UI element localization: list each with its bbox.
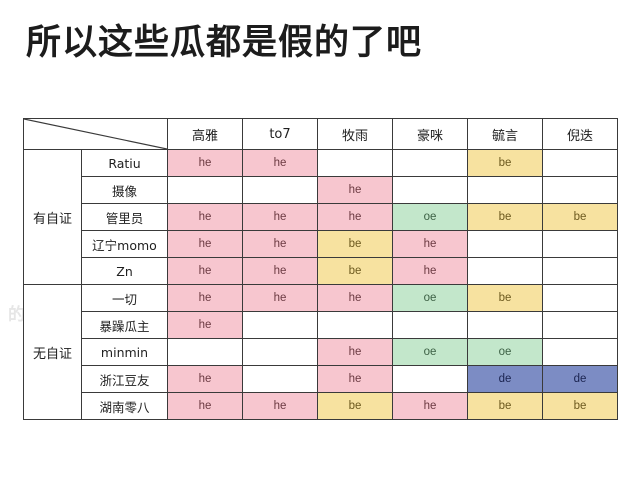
data-cell: he (167, 311, 243, 339)
data-cell (542, 149, 618, 177)
data-cell: be (467, 392, 543, 420)
row-label: Zn (81, 257, 168, 285)
data-cell: be (317, 392, 393, 420)
table-row: Zn he he be he (24, 257, 618, 285)
table-body: 有自证 Ratiu he he be 摄像 he 管里员 he he he oe be be 辽宁momo h… (23, 149, 618, 420)
data-cell: he (317, 176, 393, 204)
data-cell: he (392, 257, 468, 285)
column-header-4: 毓言 (467, 118, 543, 150)
column-header-2: 牧雨 (317, 118, 393, 150)
data-cell: be (542, 203, 618, 231)
table-row: 有自证 Ratiu he he be (23, 149, 618, 285)
data-cell (542, 311, 618, 339)
table-header-row: 高雅 to7 牧雨 豪咪 毓言 倪迭 (23, 118, 618, 150)
data-cell (242, 311, 318, 339)
data-cell (317, 311, 393, 339)
data-cell (467, 230, 543, 258)
data-cell (317, 149, 393, 177)
column-header-3: 豪咪 (392, 118, 468, 150)
data-cell: he (317, 365, 393, 393)
row-label: 摄像 (81, 176, 168, 204)
row-group-label-0: 有自证 (23, 149, 82, 285)
data-cell (467, 176, 543, 204)
data-cell: he (167, 365, 243, 393)
data-cell (542, 176, 618, 204)
data-cell: de (467, 365, 543, 393)
data-cell (542, 257, 618, 285)
data-cell: he (242, 257, 318, 285)
column-header-1: to7 (242, 118, 318, 150)
row-label: 湖南零八 (81, 392, 168, 420)
data-cell: he (242, 392, 318, 420)
table-row: 摄像 he (24, 176, 618, 204)
data-cell: he (317, 338, 393, 366)
comparison-table-wrapper: 高雅 to7 牧雨 豪咪 毓言 倪迭 有自证 Ratiu he he be 摄像 he 管里员… (23, 118, 618, 420)
table-row: 浙江豆友 he he de de (24, 365, 618, 393)
data-cell: he (392, 230, 468, 258)
data-cell: be (467, 149, 543, 177)
data-cell: oe (392, 338, 468, 366)
data-cell (167, 176, 243, 204)
table-row: 辽宁momo he he be he (24, 230, 618, 258)
corner-diagonal-header (23, 118, 168, 150)
data-cell: oe (467, 338, 543, 366)
data-cell (542, 284, 618, 312)
data-cell: he (167, 392, 243, 420)
data-cell (467, 311, 543, 339)
data-cell (392, 149, 468, 177)
table-row: 湖南零八 he he be he be be (24, 392, 618, 420)
data-cell: he (317, 284, 393, 312)
data-cell: he (167, 257, 243, 285)
table-row: 暴躁瓜主 he (24, 311, 618, 339)
table-row: minmin he oe oe (24, 338, 618, 366)
row-label: minmin (81, 338, 168, 366)
data-cell (242, 338, 318, 366)
data-cell: he (242, 203, 318, 231)
data-cell (242, 176, 318, 204)
row-label: 管里员 (81, 203, 168, 231)
data-cell: be (317, 230, 393, 258)
data-cell (242, 365, 318, 393)
data-cell: de (542, 365, 618, 393)
comparison-table: 高雅 to7 牧雨 豪咪 毓言 倪迭 有自证 Ratiu he he be 摄像 he 管里员… (23, 118, 618, 420)
data-cell (542, 230, 618, 258)
column-header-0: 高雅 (167, 118, 243, 150)
data-cell: be (542, 392, 618, 420)
data-cell (467, 257, 543, 285)
data-cell: he (167, 203, 243, 231)
data-cell: be (317, 257, 393, 285)
table-row: 无自证 一切 he he he oe be (23, 284, 618, 420)
data-cell: be (467, 203, 543, 231)
data-cell: oe (392, 203, 468, 231)
data-cell (167, 338, 243, 366)
data-cell: he (242, 284, 318, 312)
data-cell: he (392, 392, 468, 420)
row-label: Ratiu (81, 149, 168, 177)
row-label: 一切 (81, 284, 168, 312)
page-title: 所以这些瓜都是假的了吧 (26, 23, 423, 63)
data-cell (392, 365, 468, 393)
data-cell: he (167, 284, 243, 312)
row-label: 辽宁momo (81, 230, 168, 258)
data-cell: he (242, 230, 318, 258)
data-cell (542, 338, 618, 366)
row-group-label-1: 无自证 (23, 284, 82, 420)
data-cell: he (317, 203, 393, 231)
column-header-5: 倪迭 (542, 118, 618, 150)
table-header: 高雅 to7 牧雨 豪咪 毓言 倪迭 (23, 118, 618, 150)
data-cell: he (167, 149, 243, 177)
data-cell (392, 311, 468, 339)
data-cell: he (242, 149, 318, 177)
data-cell: be (467, 284, 543, 312)
data-cell (392, 176, 468, 204)
row-label: 浙江豆友 (81, 365, 168, 393)
data-cell: oe (392, 284, 468, 312)
row-label: 暴躁瓜主 (81, 311, 168, 339)
table-row: 管里员 he he he oe be be (24, 203, 618, 231)
data-cell: he (167, 230, 243, 258)
